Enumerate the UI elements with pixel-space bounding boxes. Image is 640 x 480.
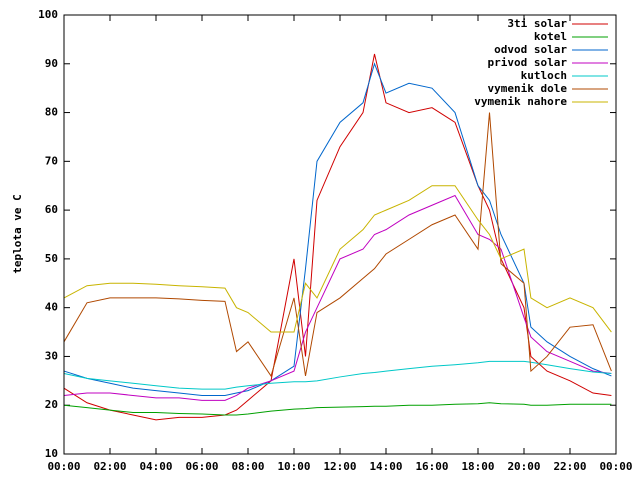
x-tick-label: 00:00 (599, 460, 632, 473)
x-tick-label: 06:00 (185, 460, 218, 473)
y-tick-label: 60 (45, 203, 58, 216)
series-line (63, 62, 612, 396)
x-tick-label: 14:00 (369, 460, 402, 473)
x-tick-label: 18:00 (461, 460, 494, 473)
x-tick-label: 02:00 (93, 460, 126, 473)
y-tick-label: 20 (45, 398, 58, 411)
x-tick-label: 08:00 (231, 460, 264, 473)
y-tick-label: 10 (45, 447, 58, 460)
x-tick-label: 16:00 (415, 460, 448, 473)
series-line (63, 112, 612, 378)
y-tick-label: 100 (38, 8, 58, 21)
y-tick-label: 30 (45, 349, 58, 362)
y-tick-label: 70 (45, 154, 58, 167)
y-tick-label: 40 (45, 301, 58, 314)
x-tick-label: 00:00 (47, 460, 80, 473)
y-axis-label: teplota ve C (11, 194, 24, 273)
legend-label: kutloch (521, 69, 567, 82)
legend-label: vymenik nahore (474, 95, 567, 108)
x-tick-label: 20:00 (507, 460, 540, 473)
y-tick-label: 50 (45, 252, 58, 265)
series-line (63, 194, 612, 401)
y-tick-label: 80 (45, 106, 58, 119)
series-line (63, 360, 612, 390)
x-tick-label: 22:00 (553, 460, 586, 473)
series-line (63, 53, 612, 421)
series-line (63, 402, 612, 416)
y-tick-label: 90 (45, 57, 58, 70)
plot-border (63, 14, 617, 455)
legend-label: 3ti solar (507, 17, 567, 30)
x-tick-label: 10:00 (277, 460, 310, 473)
x-tick-label: 12:00 (323, 460, 356, 473)
legend-label: odvod solar (494, 43, 567, 56)
series-line (63, 185, 612, 333)
legend-label: kotel (534, 30, 567, 43)
legend-label: privod solar (488, 56, 568, 69)
x-tick-label: 04:00 (139, 460, 172, 473)
legend-label: vymenik dole (488, 82, 568, 95)
